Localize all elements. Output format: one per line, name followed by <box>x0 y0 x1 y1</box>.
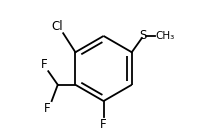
Text: Cl: Cl <box>51 20 63 33</box>
Text: S: S <box>140 29 147 42</box>
Text: CH₃: CH₃ <box>155 31 174 41</box>
Text: F: F <box>41 58 48 71</box>
Text: F: F <box>100 118 107 131</box>
Text: F: F <box>44 102 51 115</box>
